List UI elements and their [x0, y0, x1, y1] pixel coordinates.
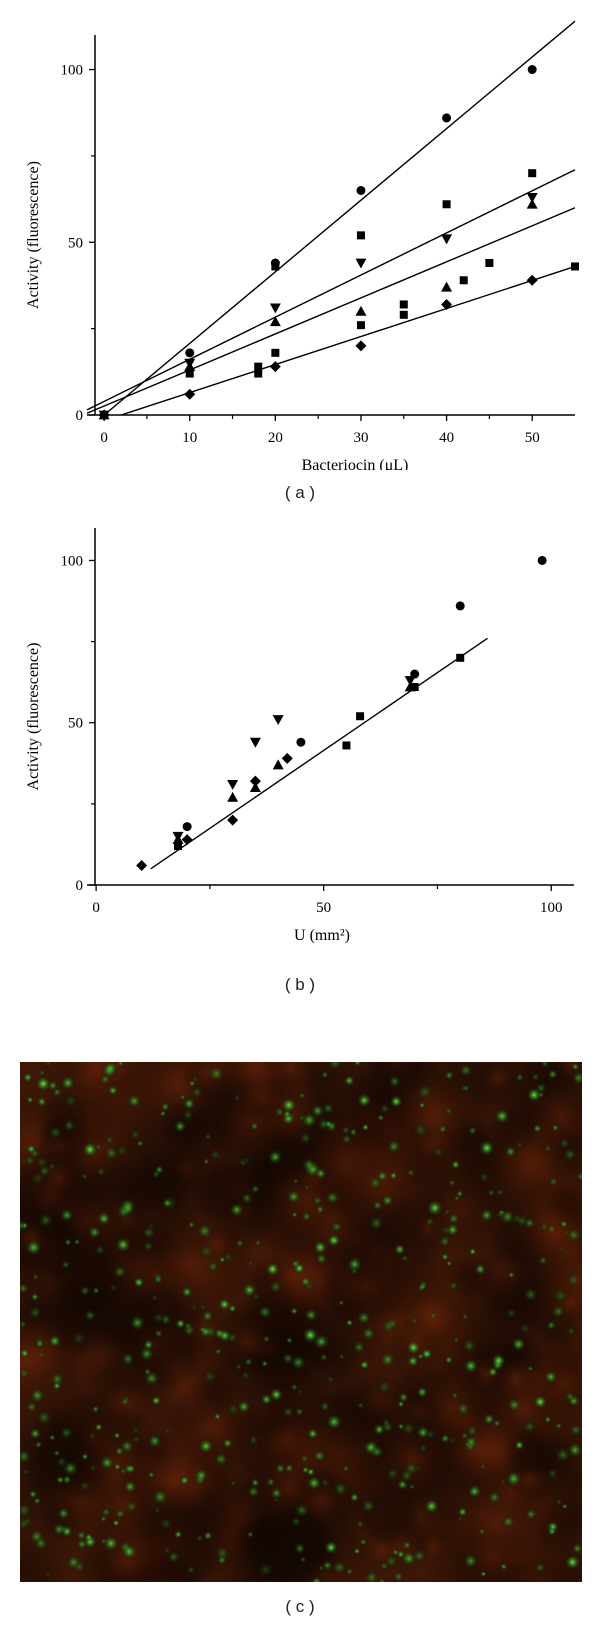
data-points — [98, 65, 579, 421]
data-point-diamond — [184, 388, 196, 400]
data-point-circle — [296, 737, 306, 747]
data-point-circle — [455, 601, 465, 611]
data-point-square — [456, 653, 465, 662]
data-point-diamond — [281, 752, 293, 764]
data-point-circle — [537, 555, 547, 565]
data-point-diamond — [249, 775, 261, 787]
y-tick-label: 50 — [68, 716, 83, 732]
data-point-triangle-up — [272, 759, 284, 770]
x-tick-label: 0 — [100, 430, 108, 446]
data-point-diamond — [269, 361, 281, 373]
chart-a-plot: 0 50 100 0 10 20 30 40 50 Bacteriocin (μL) Activit… — [25, 20, 579, 474]
data-point-triangle-up — [227, 791, 239, 802]
data-point-diamond — [227, 814, 239, 826]
panel-label-b: ( b ) — [284, 975, 316, 994]
chart-b: 0 50 100 0 50 100 U (mm²) Activity (fluorescenc… — [0, 520, 600, 980]
x-tick-label: 10 — [182, 430, 197, 446]
x-tick-label: 20 — [268, 430, 283, 446]
data-point-triangle-up — [269, 316, 281, 327]
x-tick-label: 100 — [540, 900, 563, 916]
data-point-triangle-down — [355, 258, 367, 269]
y-axis-label: Activity (fluorescence) — [25, 161, 42, 309]
data-point-diamond — [526, 274, 538, 286]
data-point-triangle-up — [526, 198, 538, 209]
data-point-square — [442, 200, 451, 209]
fit-line — [103, 20, 576, 416]
x-tick-label: 30 — [353, 430, 368, 446]
y-tick-label: 100 — [61, 63, 84, 79]
data-point-square — [399, 310, 408, 319]
data-point-triangle-down — [249, 737, 261, 748]
data-point-diamond — [355, 340, 367, 352]
data-point-square — [254, 369, 263, 378]
panel-label-c: ( c ) — [285, 1597, 315, 1616]
data-point-triangle-down — [404, 676, 416, 687]
panel-label-a: ( a ) — [284, 483, 316, 502]
y-tick-label: 100 — [61, 553, 84, 569]
data-point-triangle-up — [355, 305, 367, 316]
data-point-circle — [182, 822, 192, 832]
y-tick-label: 0 — [76, 408, 84, 424]
data-point-square — [528, 169, 537, 178]
data-point-diamond — [181, 834, 193, 846]
data-point-square — [571, 262, 579, 271]
data-point-circle — [356, 185, 366, 195]
data-point-triangle-up — [249, 782, 261, 793]
data-point-triangle-up — [172, 834, 184, 844]
x-tick-label: 0 — [92, 900, 100, 916]
y-tick-label: 0 — [76, 878, 84, 894]
data-point-square — [185, 369, 194, 378]
x-tick-label: 50 — [525, 430, 540, 446]
data-point-diamond — [441, 298, 453, 310]
data-point-square — [410, 683, 419, 692]
fit-line — [121, 265, 576, 416]
data-point-circle — [185, 348, 195, 358]
data-point-square — [399, 300, 408, 309]
chart-a: 0 50 100 0 10 20 30 40 50 Bacteriocin (μL) Activit… — [0, 0, 600, 474]
data-point-square — [356, 231, 365, 240]
x-axis-label: U (mm²) — [294, 927, 350, 944]
data-point-triangle-down — [269, 303, 281, 314]
fit-line — [150, 637, 488, 870]
data-point-circle — [527, 65, 537, 75]
x-tick-label: 40 — [439, 430, 454, 446]
fluorescence-micrograph — [20, 1062, 582, 1582]
data-point-circle — [442, 113, 452, 123]
data-point-triangle-down — [272, 715, 284, 725]
data-point-square — [459, 276, 468, 285]
data-point-triangle-down — [227, 779, 239, 790]
y-axis-label: Activity (fluorescence) — [25, 643, 42, 791]
y-tick-label: 50 — [68, 235, 83, 251]
data-point-square — [174, 842, 183, 851]
chart-b-plot: 0 50 100 0 50 100 U (mm²) Activity (fluorescenc… — [25, 528, 574, 944]
fit-line — [86, 207, 576, 414]
data-point-square — [271, 262, 280, 271]
x-axis-label: Bacteriocin (μL) — [302, 457, 409, 470]
data-point-square — [485, 259, 494, 267]
x-tick-label: 50 — [316, 900, 331, 916]
data-points — [136, 555, 547, 872]
data-point-diamond — [136, 860, 148, 872]
micrograph-image — [20, 1062, 582, 1582]
data-point-triangle-up — [184, 361, 196, 372]
data-point-square — [356, 321, 365, 330]
data-point-triangle-down — [441, 234, 453, 245]
data-point-triangle-up — [404, 681, 416, 692]
data-point-diamond — [98, 409, 110, 421]
data-point-triangle-up — [441, 281, 453, 292]
data-point-square — [356, 712, 365, 721]
data-point-square — [271, 348, 280, 357]
data-point-triangle-down — [526, 192, 538, 203]
data-point-square — [254, 362, 263, 371]
fit-line — [86, 169, 576, 411]
data-point-square — [342, 741, 351, 750]
